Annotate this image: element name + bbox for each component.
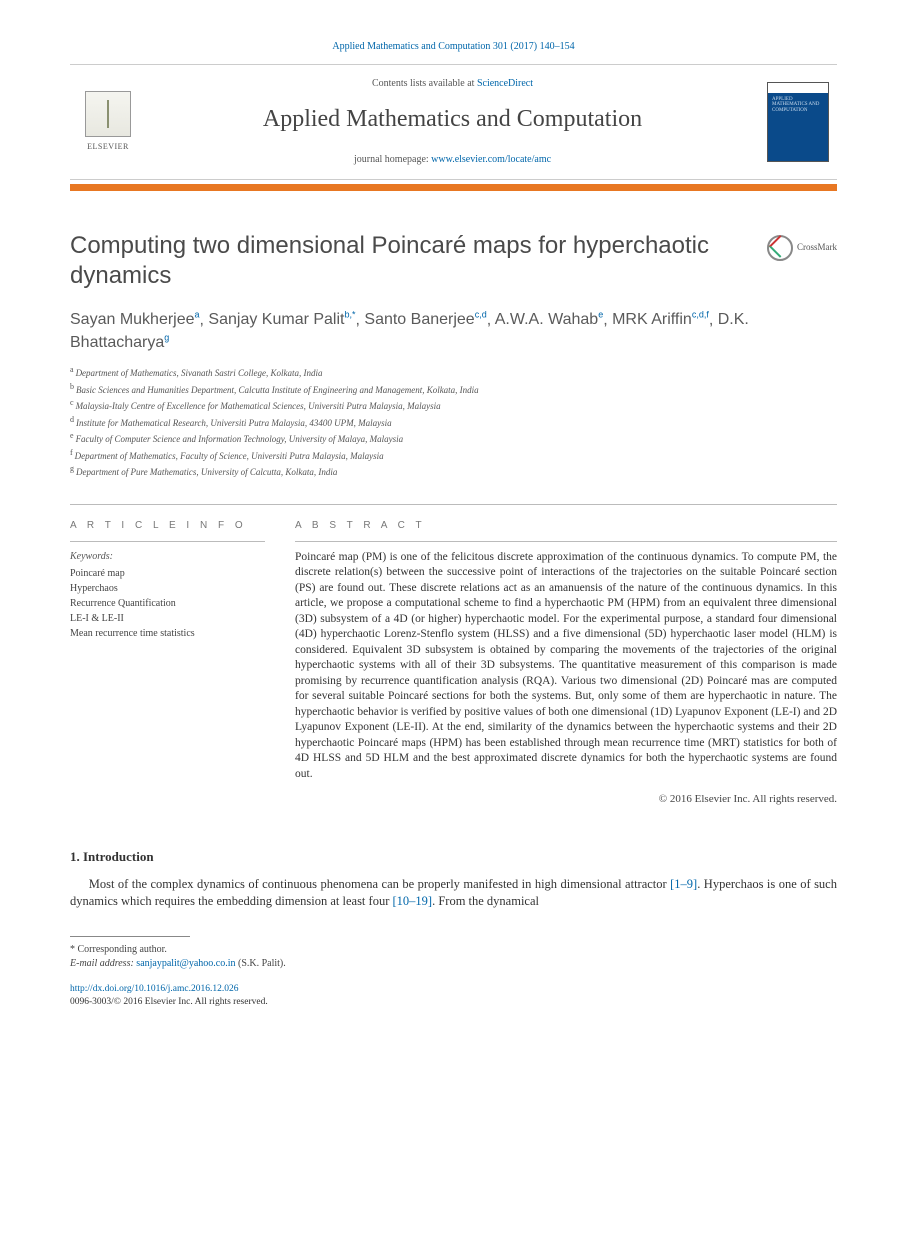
section-1-heading: 1. Introduction <box>70 848 837 866</box>
keyword: LE-I & LE-II <box>70 611 265 626</box>
keyword: Recurrence Quantification <box>70 596 265 611</box>
authors-list: Sayan Mukherjeea, Sanjay Kumar Palitb,*,… <box>70 309 837 354</box>
author: Sanjay Kumar Palitb,* <box>208 311 355 328</box>
doi-link[interactable]: http://dx.doi.org/10.1016/j.amc.2016.12.… <box>70 983 837 996</box>
abstract-text: Poincaré map (PM) is one of the felicito… <box>295 550 837 783</box>
affiliation: eFaculty of Computer Science and Informa… <box>70 430 837 447</box>
keyword: Mean recurrence time statistics <box>70 626 265 641</box>
author: Sayan Mukherjeea <box>70 311 200 328</box>
contents-available-line: Contents lists available at ScienceDirec… <box>148 77 757 91</box>
journal-cover-thumbnail: APPLIED MATHEMATICS AND COMPUTATION <box>767 82 829 162</box>
doi-block: http://dx.doi.org/10.1016/j.amc.2016.12.… <box>70 983 837 1010</box>
email-link[interactable]: sanjaypalit@yahoo.co.in <box>136 958 235 969</box>
header-citation: Applied Mathematics and Computation 301 … <box>70 40 837 54</box>
affiliation: fDepartment of Mathematics, Faculty of S… <box>70 447 837 464</box>
crossmark-badge[interactable]: CrossMark <box>767 235 837 261</box>
crossmark-icon <box>767 235 793 261</box>
elsevier-logo: ELSEVIER <box>78 91 138 152</box>
affiliation: cMalaysia-Italy Centre of Excellence for… <box>70 397 837 414</box>
footnotes: * Corresponding author. E-mail address: … <box>70 943 837 971</box>
issn-copyright: 0096-3003/© 2016 Elsevier Inc. All right… <box>70 996 837 1009</box>
sciencedirect-link[interactable]: ScienceDirect <box>477 78 533 89</box>
affiliation: bBasic Sciences and Humanities Departmen… <box>70 381 837 398</box>
elsevier-label: ELSEVIER <box>87 141 129 152</box>
journal-name: Applied Mathematics and Computation <box>148 103 757 137</box>
footnote-separator <box>70 936 190 937</box>
email-line: E-mail address: sanjaypalit@yahoo.co.in … <box>70 957 837 971</box>
affiliation: gDepartment of Pure Mathematics, Univers… <box>70 463 837 480</box>
abstract-column: A B S T R A C T Poincaré map (PM) is one… <box>295 519 837 808</box>
homepage-url[interactable]: www.elsevier.com/locate/amc <box>431 154 551 165</box>
intro-paragraph: Most of the complex dynamics of continuo… <box>70 876 837 910</box>
abstract-heading: A B S T R A C T <box>295 519 837 542</box>
abstract-copyright: © 2016 Elsevier Inc. All rights reserved… <box>295 792 837 807</box>
cover-thumb-text: APPLIED MATHEMATICS AND COMPUTATION <box>772 97 824 114</box>
corresponding-author-note: * Corresponding author. <box>70 943 837 957</box>
affiliations: aDepartment of Mathematics, Sivanath Sas… <box>70 364 837 480</box>
journal-banner: ELSEVIER Contents lists available at Sci… <box>70 64 837 180</box>
affiliation: aDepartment of Mathematics, Sivanath Sas… <box>70 364 837 381</box>
citation-link[interactable]: [1–9] <box>670 877 697 891</box>
author: Santo Banerjeec,d <box>364 311 486 328</box>
homepage-line: journal homepage: www.elsevier.com/locat… <box>148 153 757 167</box>
keyword: Hyperchaos <box>70 581 265 596</box>
elsevier-tree-icon <box>85 91 131 137</box>
crossmark-label: CrossMark <box>797 241 837 254</box>
author: MRK Ariffinc,d,f <box>612 311 709 328</box>
citation-link[interactable]: [10–19] <box>393 894 433 908</box>
keywords-label: Keywords: <box>70 550 265 564</box>
affiliation: dInstitute for Mathematical Research, Un… <box>70 414 837 431</box>
article-title: Computing two dimensional Poincaré maps … <box>70 231 747 291</box>
keyword: Poincaré map <box>70 566 265 581</box>
orange-divider-bar <box>70 184 837 191</box>
keywords-list: Poincaré map Hyperchaos Recurrence Quant… <box>70 566 265 641</box>
article-info-heading: A R T I C L E I N F O <box>70 519 265 542</box>
contents-prefix: Contents lists available at <box>372 78 477 89</box>
homepage-prefix: journal homepage: <box>354 154 431 165</box>
article-info-column: A R T I C L E I N F O Keywords: Poincaré… <box>70 519 265 808</box>
author: A.W.A. Wahabe <box>495 311 603 328</box>
